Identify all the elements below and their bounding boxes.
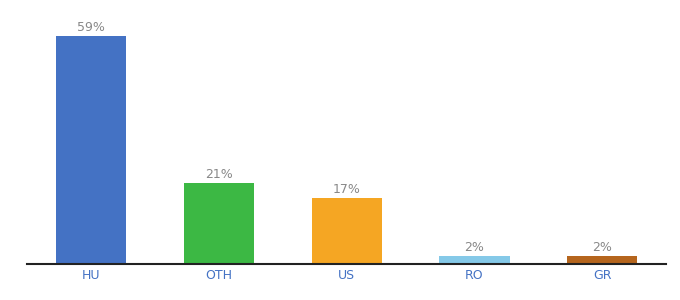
Bar (56, 36, 126, 264)
Text: 17%: 17% (333, 183, 360, 196)
Bar (311, 198, 382, 264)
Text: 59%: 59% (78, 21, 105, 34)
Bar (184, 183, 254, 264)
Text: 21%: 21% (205, 168, 233, 181)
Text: 2%: 2% (464, 241, 484, 254)
Bar (567, 256, 637, 264)
Bar (439, 256, 509, 264)
Text: 2%: 2% (592, 241, 612, 254)
